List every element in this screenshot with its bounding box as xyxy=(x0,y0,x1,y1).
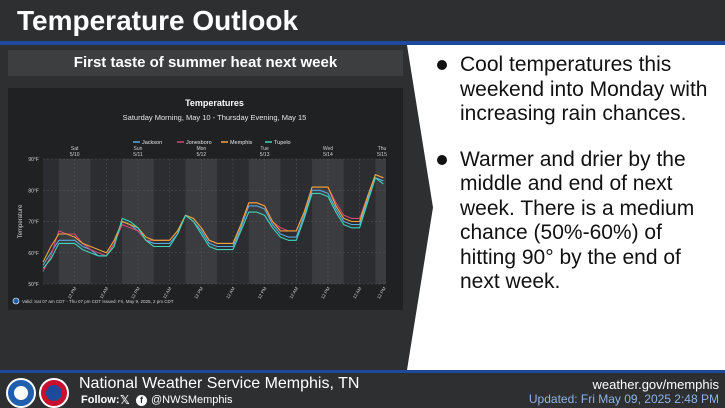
temperature-chart-panel: 50°F 60°F 70°F 80°F 90°F Temperature Temperatu… xyxy=(8,88,403,310)
day-label: Sat xyxy=(71,146,79,152)
y-tick-label: 80°F xyxy=(28,188,39,194)
x-tick-label: 12 PM xyxy=(376,286,387,300)
day-label: Thu xyxy=(378,146,387,152)
summary-list: Cool temperatures this weekend into Mond… xyxy=(435,53,720,316)
series-line-tupelo xyxy=(42,177,384,269)
y-tick-label: 60°F xyxy=(28,251,39,257)
noaa-logo-icon xyxy=(6,378,36,408)
day-label: Wed xyxy=(323,146,333,152)
facebook-icon[interactable]: f xyxy=(136,395,147,406)
nws-logo-icon xyxy=(39,378,69,408)
day-label: Mon xyxy=(196,146,206,152)
x-tick-label: 12 AM xyxy=(288,286,299,300)
summary-text: Warmer and drier by the middle and end o… xyxy=(460,147,695,294)
x-tick-label: 12 PM xyxy=(130,286,141,300)
legend-label: Tupelo xyxy=(274,140,291,146)
subtitle-background xyxy=(8,50,403,76)
x-tick-label: 12 PM xyxy=(320,286,331,300)
y-tick-label: 50°F xyxy=(28,282,39,288)
legend-label: Jonesboro xyxy=(186,140,212,146)
x-tick-label: 12 PM xyxy=(257,286,268,300)
noaa-mini-icon xyxy=(12,297,20,305)
follow-label: Follow: xyxy=(81,394,120,406)
y-tick-label: 70°F xyxy=(28,220,39,226)
day-label: 5/12 xyxy=(196,152,206,158)
summary-bullet: Warmer and drier by the middle and end o… xyxy=(435,148,720,295)
x-tick-label: 12 PM xyxy=(67,286,78,300)
summary-bullet: Cool temperatures this weekend into Mond… xyxy=(435,53,720,127)
day-label: 5/15 xyxy=(377,152,387,158)
day-label: Sun xyxy=(134,146,143,152)
x-social-icon[interactable]: 𝕏 xyxy=(120,393,130,407)
office-name: National Weather Service Memphis, TN xyxy=(79,375,360,392)
night-band xyxy=(43,159,59,284)
y-axis-label: Temperature xyxy=(18,204,24,238)
x-tick-label: 12 PM xyxy=(193,286,204,300)
day-label: 5/14 xyxy=(323,152,333,158)
day-label: 5/10 xyxy=(70,152,80,158)
series-line-memphis xyxy=(42,174,384,263)
x-tick-label: 12 AM xyxy=(98,286,109,300)
updated-timestamp: Updated: Fri May 09, 2025 2:48 PM xyxy=(528,392,719,406)
chart-title: Temperatures xyxy=(185,98,244,108)
x-tick-label: 12 AM xyxy=(352,286,363,300)
bullet-dot-icon xyxy=(437,154,447,165)
legend-label: Memphis xyxy=(230,140,253,146)
chart-headline: First taste of summer heat next week xyxy=(73,54,338,71)
y-tick-label: 90°F xyxy=(28,157,39,163)
bullet-dot-icon xyxy=(437,60,447,70)
summary-panel: Cool temperatures this weekend into Mond… xyxy=(407,45,725,370)
temperature-chart: 50°F 60°F 70°F 80°F 90°F Temperature Temperatu… xyxy=(12,98,387,305)
valid-issued-note: Valid: Sat 07 am CDT - Thu 07 pm CDT Iss… xyxy=(22,299,174,304)
website-link[interactable]: weather.gov/memphis xyxy=(592,377,719,392)
social-handle-link[interactable]: @NWSMemphis xyxy=(151,394,233,406)
footer-bar xyxy=(0,370,725,408)
x-tick-label: 12 AM xyxy=(225,286,236,300)
day-label: 5/11 xyxy=(133,152,143,158)
page-title: Temperature Outlook xyxy=(17,5,299,36)
day-label: 5/13 xyxy=(260,152,270,158)
footer-divider xyxy=(0,370,725,373)
legend-label: Jackson xyxy=(142,140,162,146)
header-divider xyxy=(0,41,725,45)
header-bar: Temperature Outlook xyxy=(0,0,725,45)
summary-text: Cool temperatures this weekend into Mond… xyxy=(460,53,708,125)
x-tick-label: 12 AM xyxy=(162,286,173,300)
day-label: Tue xyxy=(260,146,269,152)
chart-subtitle: Saturday Morning, May 10 - Thursday Even… xyxy=(123,113,307,122)
